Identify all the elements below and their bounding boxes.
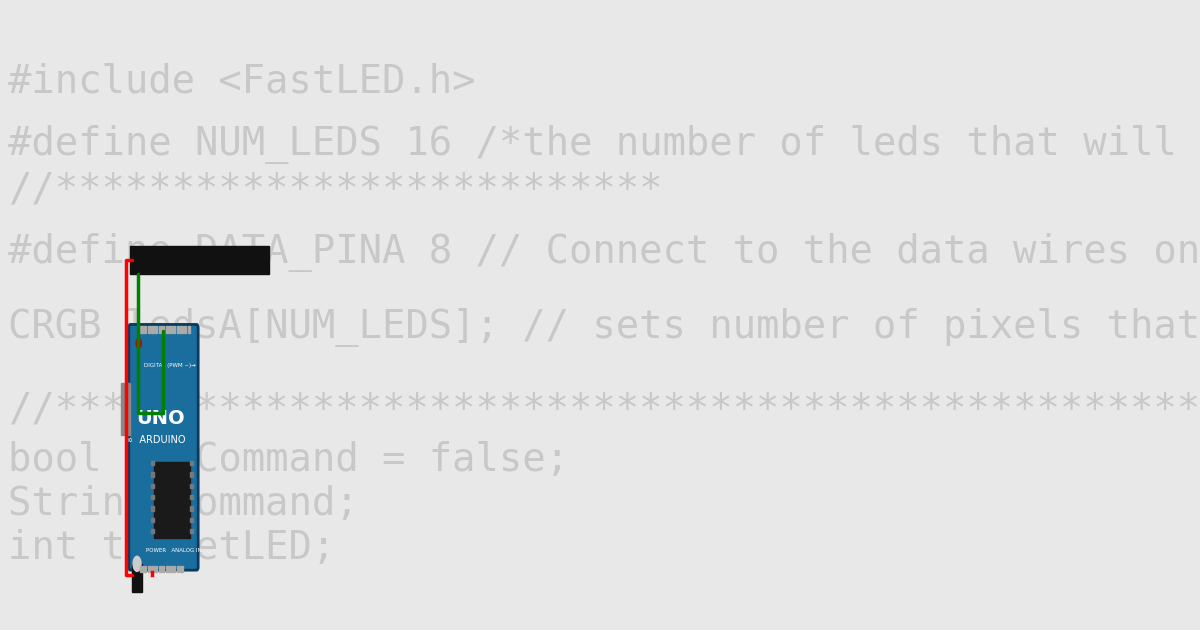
Bar — [191, 484, 193, 488]
Text: //*****************************************************: //**************************************… — [8, 391, 1200, 428]
Bar — [140, 326, 143, 333]
Bar — [132, 564, 142, 592]
Text: //**************************: //************************** — [8, 170, 662, 208]
Bar — [162, 566, 164, 572]
Bar — [191, 518, 193, 522]
Bar — [151, 472, 154, 477]
Bar — [191, 507, 193, 511]
Text: #include <FastLED.h>: #include <FastLED.h> — [8, 63, 475, 101]
Bar — [176, 566, 179, 572]
Text: int targetLED;: int targetLED; — [8, 529, 336, 567]
Text: #define NUM_LEDS 16 /*the number of leds that will light. If */: #define NUM_LEDS 16 /*the number of leds… — [8, 125, 1200, 164]
Bar — [173, 566, 175, 572]
Bar — [162, 326, 164, 333]
Text: bool newCommand = false;: bool newCommand = false; — [8, 441, 569, 479]
Text: ∞  ARDUINO: ∞ ARDUINO — [125, 435, 186, 445]
Circle shape — [133, 556, 142, 571]
Text: String command;: String command; — [8, 485, 359, 523]
Bar — [151, 461, 154, 466]
Bar — [151, 484, 154, 488]
Bar — [191, 472, 193, 477]
Bar — [144, 566, 146, 572]
Bar — [144, 326, 146, 333]
Bar — [121, 382, 131, 435]
Bar — [169, 326, 172, 333]
Bar — [169, 566, 172, 572]
Bar — [158, 566, 161, 572]
Bar — [187, 326, 190, 333]
Bar — [184, 326, 186, 333]
Text: CRGB ledsA[NUM_LEDS]; // sets number of pixels that will light on each strip: CRGB ledsA[NUM_LEDS]; // sets number of … — [8, 308, 1200, 347]
Bar — [148, 326, 150, 333]
Bar — [155, 326, 157, 333]
Bar — [158, 326, 161, 333]
Text: POWER   ANALOG IN: POWER ANALOG IN — [145, 547, 202, 553]
Text: UNO: UNO — [136, 409, 185, 428]
Bar — [151, 326, 154, 333]
Circle shape — [136, 338, 142, 348]
Bar — [154, 462, 190, 538]
Bar — [155, 566, 157, 572]
Bar — [180, 566, 182, 572]
Bar — [166, 326, 168, 333]
FancyBboxPatch shape — [128, 324, 198, 570]
Text: #define DATA_PINA 8 // Connect to the data wires on the pixel strips: #define DATA_PINA 8 // Connect to the da… — [8, 232, 1200, 272]
Bar — [140, 566, 143, 572]
Bar — [148, 566, 150, 572]
Bar — [151, 529, 154, 534]
Bar — [131, 246, 269, 274]
Bar — [191, 529, 193, 534]
Bar — [166, 566, 168, 572]
Bar — [180, 326, 182, 333]
Text: DIGITAL (PWM ~)→: DIGITAL (PWM ~)→ — [144, 364, 196, 369]
Bar — [151, 495, 154, 500]
Bar — [151, 566, 154, 572]
Bar — [173, 326, 175, 333]
Bar — [191, 461, 193, 466]
Bar — [151, 507, 154, 511]
Bar — [176, 326, 179, 333]
Bar — [151, 518, 154, 522]
Bar — [191, 495, 193, 500]
